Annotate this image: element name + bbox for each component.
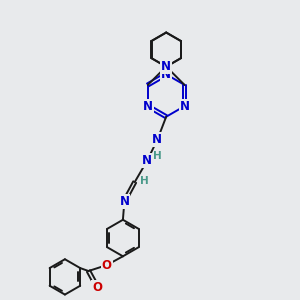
Text: H: H: [153, 152, 162, 161]
Text: N: N: [142, 154, 152, 167]
Text: N: N: [161, 60, 171, 73]
Text: N: N: [161, 60, 171, 73]
Text: H: H: [140, 176, 148, 186]
Text: O: O: [102, 259, 112, 272]
Text: O: O: [92, 281, 102, 294]
Text: N: N: [143, 100, 153, 112]
Text: N: N: [119, 195, 129, 208]
Text: N: N: [180, 100, 190, 112]
Text: N: N: [152, 133, 162, 146]
Text: N: N: [161, 68, 171, 81]
